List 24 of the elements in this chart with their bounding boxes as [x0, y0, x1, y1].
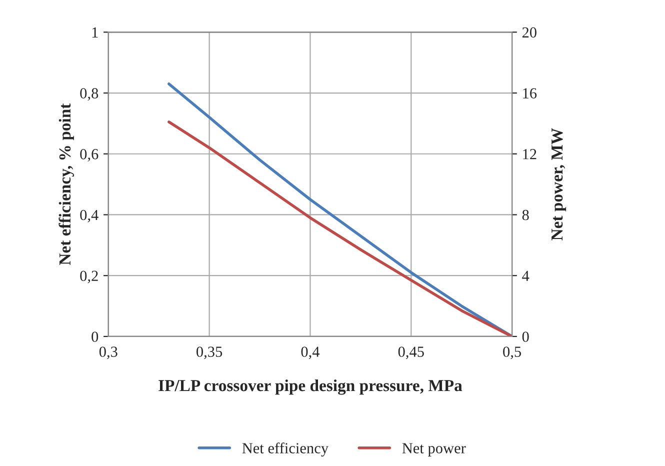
x-tick-label: 0,35 — [196, 346, 222, 360]
y2-tick-label: 8 — [522, 210, 529, 220]
y-tick-label: 0,4 — [80, 210, 98, 222]
y-tick-label: 0 — [92, 332, 98, 342]
x-axis-title: IP/LP crossover pipe design pressure, MPa — [158, 379, 462, 395]
y2-axis-title: Net power, MW — [552, 128, 566, 240]
y2-tick-label: 20 — [522, 27, 536, 38]
y2-tick-label: 4 — [522, 270, 530, 281]
y2-tick-label: 16 — [523, 88, 537, 98]
x-tick-label: 0,45 — [398, 346, 424, 360]
y-tick-label: 0,2 — [80, 270, 98, 284]
y2-tick-label: 0 — [522, 332, 529, 342]
line-series — [168, 82, 512, 336]
y-axis-title: Net efficiency, % point — [58, 103, 74, 265]
x-tick-label: 0,4 — [301, 346, 320, 360]
y2-tick-label: 12 — [523, 149, 536, 160]
line-series — [168, 120, 512, 336]
x-tick-label: 0,3 — [99, 346, 118, 360]
x-tick-label: 0,5 — [503, 346, 521, 360]
legend-label: Net power — [402, 443, 466, 456]
y-tick-label: 1 — [92, 27, 98, 38]
y-tick-label: 0,6 — [80, 149, 98, 162]
legend-label: Net efficiency — [242, 442, 328, 457]
y-tick-label: 0,8 — [80, 88, 98, 101]
